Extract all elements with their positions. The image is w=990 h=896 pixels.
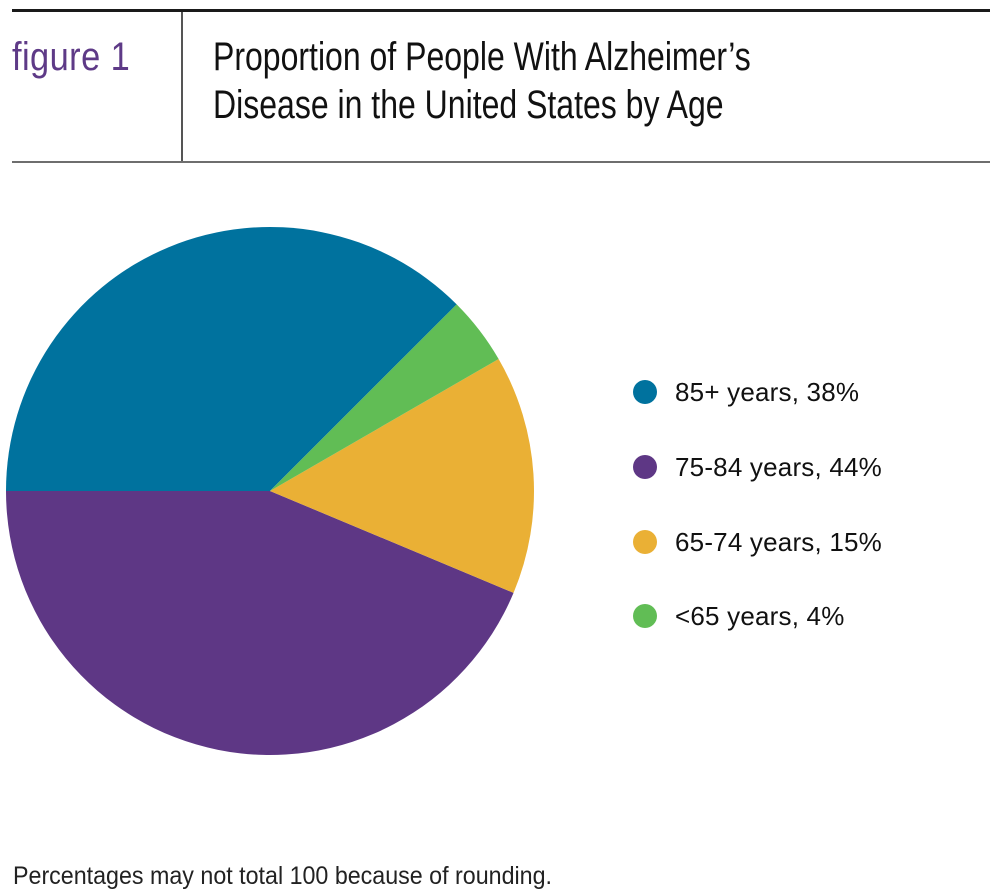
pie-slice-under-65 (270, 304, 499, 491)
chart-title: Proportion of People With Alzheimer’s Di… (213, 33, 751, 129)
legend-item-85-plus: 85+ years, 38% (633, 372, 859, 412)
legend-dot-icon (633, 380, 657, 404)
header-top-rule (12, 9, 990, 12)
legend-item-75-84: 75-84 years, 44% (633, 447, 882, 487)
chart-title-line-2: Disease in the United States by Age (213, 83, 724, 127)
footnote: Percentages may not total 100 because of… (13, 862, 552, 890)
header-bottom-rule (12, 161, 990, 163)
legend-label: <65 years, 4% (675, 601, 845, 631)
legend-dot-icon (633, 530, 657, 554)
legend-item-65-74: 65-74 years, 15% (633, 522, 882, 562)
legend-label: 75-84 years, 44% (675, 452, 882, 482)
pie-slice-65-74 (270, 359, 534, 593)
legend-label: 65-74 years, 15% (675, 527, 882, 557)
pie-slice-75-84 (6, 491, 514, 756)
legend-dot-icon (633, 455, 657, 479)
pie-slice-85-plus (5, 226, 457, 491)
chart-title-line-1: Proportion of People With Alzheimer’s (213, 35, 751, 79)
figure-label: figure 1 (12, 35, 131, 79)
header-divider (181, 12, 183, 162)
legend-dot-icon (633, 604, 657, 628)
legend-label: 85+ years, 38% (675, 377, 860, 407)
legend-item-under-65: <65 years, 4% (633, 596, 845, 636)
